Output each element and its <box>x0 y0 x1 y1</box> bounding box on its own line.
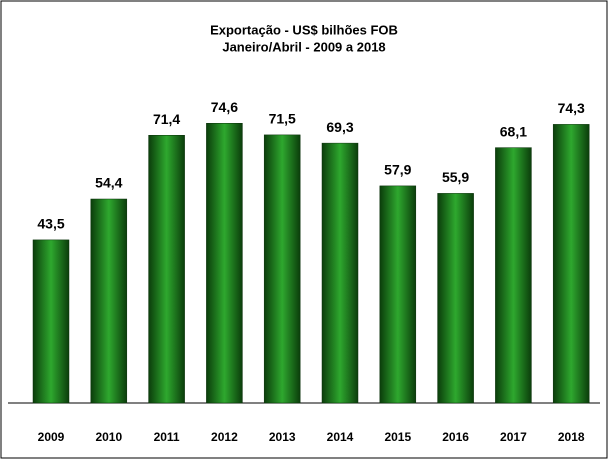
x-tick-label: 2017 <box>500 430 527 444</box>
bar <box>379 185 417 404</box>
x-tick-label: 2009 <box>38 430 65 444</box>
bar <box>321 142 359 404</box>
x-tick-label: 2014 <box>327 430 354 444</box>
x-tick-label: 2012 <box>211 430 238 444</box>
value-label: 74,3 <box>558 100 585 116</box>
value-label: 71,4 <box>153 111 180 127</box>
bar <box>437 193 474 404</box>
x-tick-label: 2010 <box>95 430 122 444</box>
x-tick-label: 2011 <box>154 430 180 444</box>
bar <box>206 123 243 404</box>
chart-title: Exportação - US$ bilhões FOB <box>210 22 398 37</box>
value-label: 74,6 <box>211 99 238 115</box>
bar <box>263 134 301 404</box>
value-label: 54,4 <box>95 175 122 191</box>
bar <box>495 147 532 404</box>
bar <box>148 135 185 404</box>
value-label: 68,1 <box>500 123 527 139</box>
bar <box>32 239 70 404</box>
bar <box>90 198 128 404</box>
value-label: 57,9 <box>384 162 411 178</box>
chart-subtitle: Janeiro/Abril - 2009 a 2018 <box>222 39 385 54</box>
x-tick-label: 2013 <box>269 430 296 444</box>
value-label: 55,9 <box>442 169 469 185</box>
value-label: 71,5 <box>269 111 296 127</box>
value-label: 43,5 <box>37 216 64 232</box>
x-tick-label: 2018 <box>558 430 585 444</box>
value-label: 69,3 <box>326 119 353 135</box>
x-tick-label: 2015 <box>384 430 411 444</box>
bar <box>552 124 590 404</box>
x-tick-label: 2016 <box>442 430 469 444</box>
